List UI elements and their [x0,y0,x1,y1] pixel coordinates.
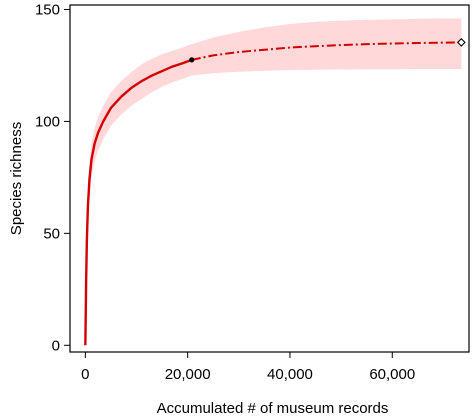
extrapolated-curve [191,41,462,61]
y-tick-label: 100 [35,113,60,130]
x-tick-label: 40,000 [267,366,313,383]
x-tick-label: 60,000 [369,366,415,383]
y-axis-title: Species richness [8,122,25,235]
plot-frame [69,4,470,353]
x-tick-label: 0 [81,366,89,383]
interpolated-curve [84,58,193,346]
markers [189,38,466,63]
y-axis: 0 50 100 150 [35,1,70,354]
reference-sample-marker [189,57,195,63]
confidence-band [85,18,462,346]
y-tick-label: 0 [52,337,60,354]
plot-area [84,18,466,346]
x-tick-label: 20,000 [165,366,211,383]
extrapolation-endpoint-marker [456,38,466,47]
y-tick-label: 150 [35,1,60,18]
x-axis-title: Accumulated # of museum records [157,400,389,417]
x-axis: 0 20,000 40,000 60,000 [81,352,415,383]
y-tick-label: 50 [43,225,60,242]
